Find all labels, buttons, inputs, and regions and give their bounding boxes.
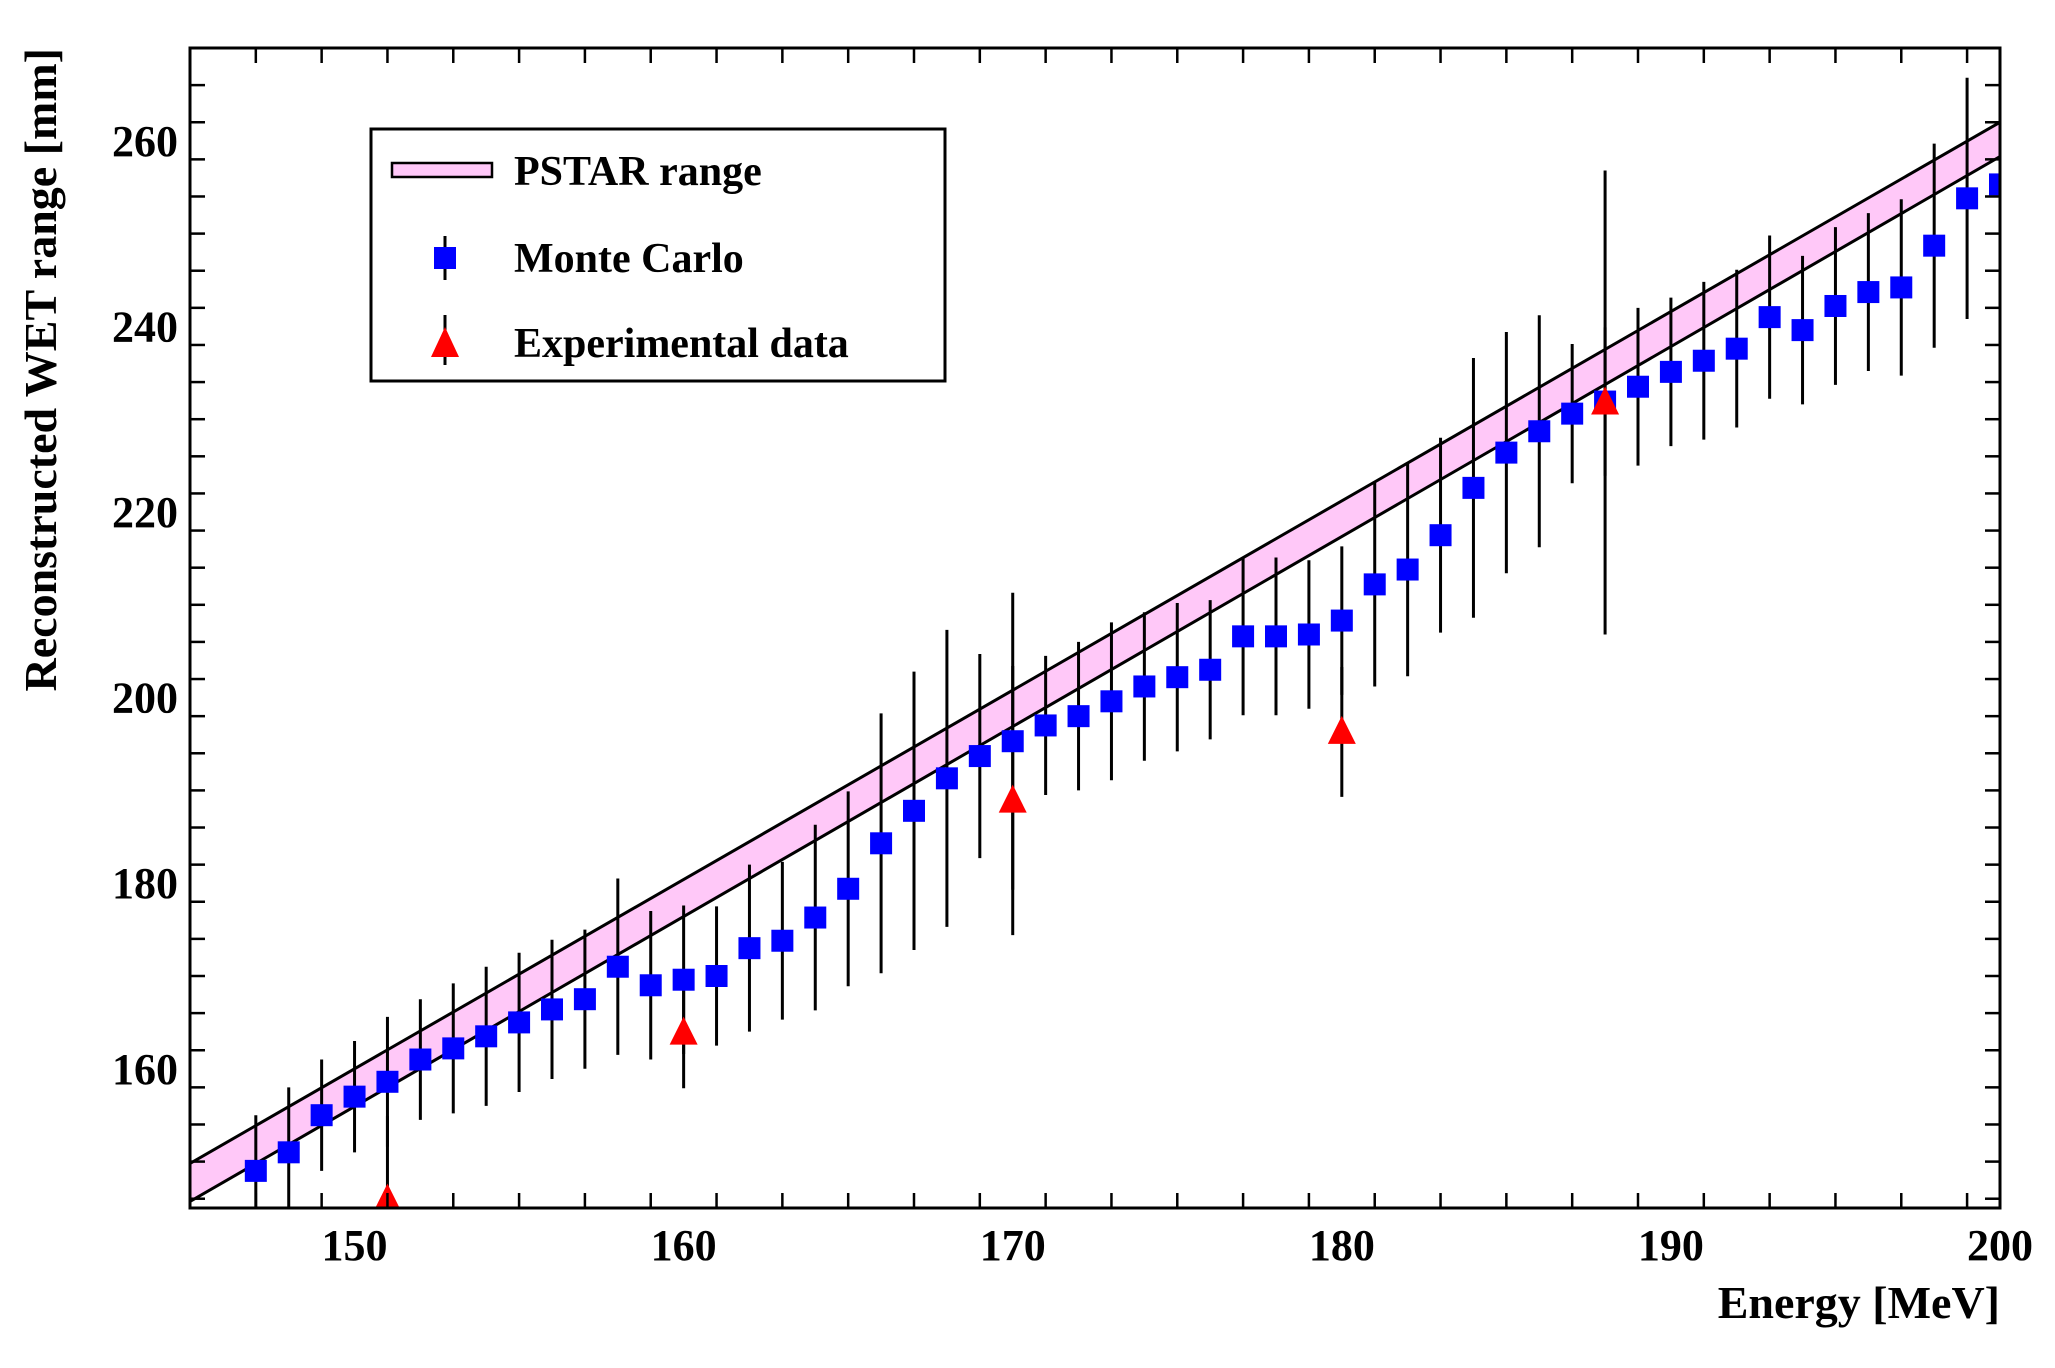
mc-point bbox=[1034, 714, 1057, 737]
mc-point bbox=[606, 955, 629, 978]
y-tick-label: 180 bbox=[112, 859, 178, 908]
mc-point bbox=[870, 832, 893, 855]
legend-label-pstar: PSTAR range bbox=[514, 149, 762, 195]
y-axis-title: Reconstructed WET range [mm] bbox=[15, 48, 66, 691]
pstar-band-fill bbox=[190, 122, 2000, 1202]
mc-point bbox=[1725, 337, 1748, 360]
mc-point bbox=[1133, 675, 1156, 698]
mc-point bbox=[1857, 281, 1880, 304]
mc-point bbox=[1824, 294, 1847, 317]
mc-point bbox=[1495, 441, 1518, 464]
y-axis-ticks: 160 180 200 220 240 260 bbox=[112, 46, 2000, 1200]
mc-point bbox=[442, 1037, 465, 1060]
y-tick-label: 160 bbox=[112, 1045, 178, 1094]
mc-point bbox=[1166, 666, 1189, 689]
mc-point bbox=[409, 1048, 432, 1071]
mc-point bbox=[343, 1085, 366, 1108]
mc-point bbox=[1627, 375, 1649, 398]
legend-label-exp: Experimental data bbox=[514, 321, 849, 367]
mc-point bbox=[639, 974, 662, 997]
mc-point bbox=[837, 877, 860, 900]
mc-point bbox=[1067, 705, 1090, 728]
mc-point bbox=[771, 929, 794, 952]
y-tick-label: 200 bbox=[112, 674, 178, 723]
exp-point bbox=[669, 1016, 698, 1045]
legend-band-swatch bbox=[390, 161, 494, 179]
mc-point bbox=[903, 799, 925, 822]
mc-point bbox=[244, 1159, 267, 1182]
x-tick-label: 190 bbox=[1638, 1221, 1704, 1270]
mc-point bbox=[541, 998, 563, 1021]
y-tick-label: 260 bbox=[112, 117, 178, 166]
mc-point bbox=[1956, 187, 1979, 210]
mc-point bbox=[1396, 558, 1419, 581]
mc-point bbox=[1659, 360, 1682, 383]
mc-point bbox=[277, 1141, 300, 1164]
x-tick-label: 180 bbox=[1309, 1221, 1375, 1270]
mc-point bbox=[1528, 420, 1551, 443]
mc-point bbox=[1791, 319, 1814, 342]
x-axis-ticks: 150 160 170 180 190 200 bbox=[188, 48, 2033, 1270]
mc-point bbox=[1758, 306, 1781, 329]
mc-point bbox=[573, 988, 596, 1011]
plot-frame bbox=[188, 46, 2002, 1210]
monte-carlo-series bbox=[244, 173, 2000, 1182]
mc-point bbox=[310, 1104, 333, 1127]
mc-point bbox=[1692, 349, 1715, 372]
legend-exp-marker bbox=[431, 327, 459, 357]
legend: PSTAR range Monte Carlo Experimental dat… bbox=[369, 127, 947, 383]
mc-point bbox=[1561, 402, 1584, 425]
mc-point bbox=[1232, 625, 1255, 648]
mc-point bbox=[1890, 276, 1913, 299]
y-tick-label: 240 bbox=[112, 302, 178, 351]
mc-point bbox=[672, 968, 695, 991]
mc-point bbox=[1429, 524, 1452, 547]
mc-point bbox=[1330, 609, 1353, 632]
legend-label-mc: Monte Carlo bbox=[514, 236, 744, 282]
mc-point bbox=[1199, 658, 1222, 681]
mc-point bbox=[705, 965, 728, 987]
mc-point bbox=[1297, 623, 1320, 646]
exp-point bbox=[1327, 715, 1356, 744]
x-tick-label: 150 bbox=[322, 1221, 388, 1270]
mc-point bbox=[1100, 690, 1123, 713]
x-axis-title: Energy [MeV] bbox=[1718, 1277, 2000, 1328]
exp-point bbox=[998, 784, 1027, 813]
mc-point bbox=[804, 906, 827, 929]
pstar-band-upper-edge bbox=[190, 120, 2000, 1165]
mc-point bbox=[1363, 573, 1386, 596]
mc-point bbox=[1001, 730, 1024, 753]
mc-point bbox=[376, 1070, 399, 1093]
mc-point bbox=[1989, 173, 2000, 196]
mc-point bbox=[935, 767, 958, 790]
x-tick-label: 170 bbox=[980, 1221, 1046, 1270]
mc-point bbox=[1923, 234, 1946, 257]
x-tick-label: 200 bbox=[1967, 1221, 2033, 1270]
x-tick-label: 160 bbox=[651, 1221, 717, 1270]
mc-point bbox=[968, 745, 991, 768]
exp-point bbox=[1591, 386, 1620, 415]
mc-point bbox=[475, 1025, 498, 1048]
y-tick-label: 220 bbox=[112, 488, 178, 537]
mc-point bbox=[738, 937, 761, 960]
legend-mc-marker bbox=[434, 247, 456, 269]
mc-point bbox=[1265, 625, 1287, 648]
mc-point bbox=[1462, 476, 1485, 499]
mc-point bbox=[508, 1011, 531, 1034]
